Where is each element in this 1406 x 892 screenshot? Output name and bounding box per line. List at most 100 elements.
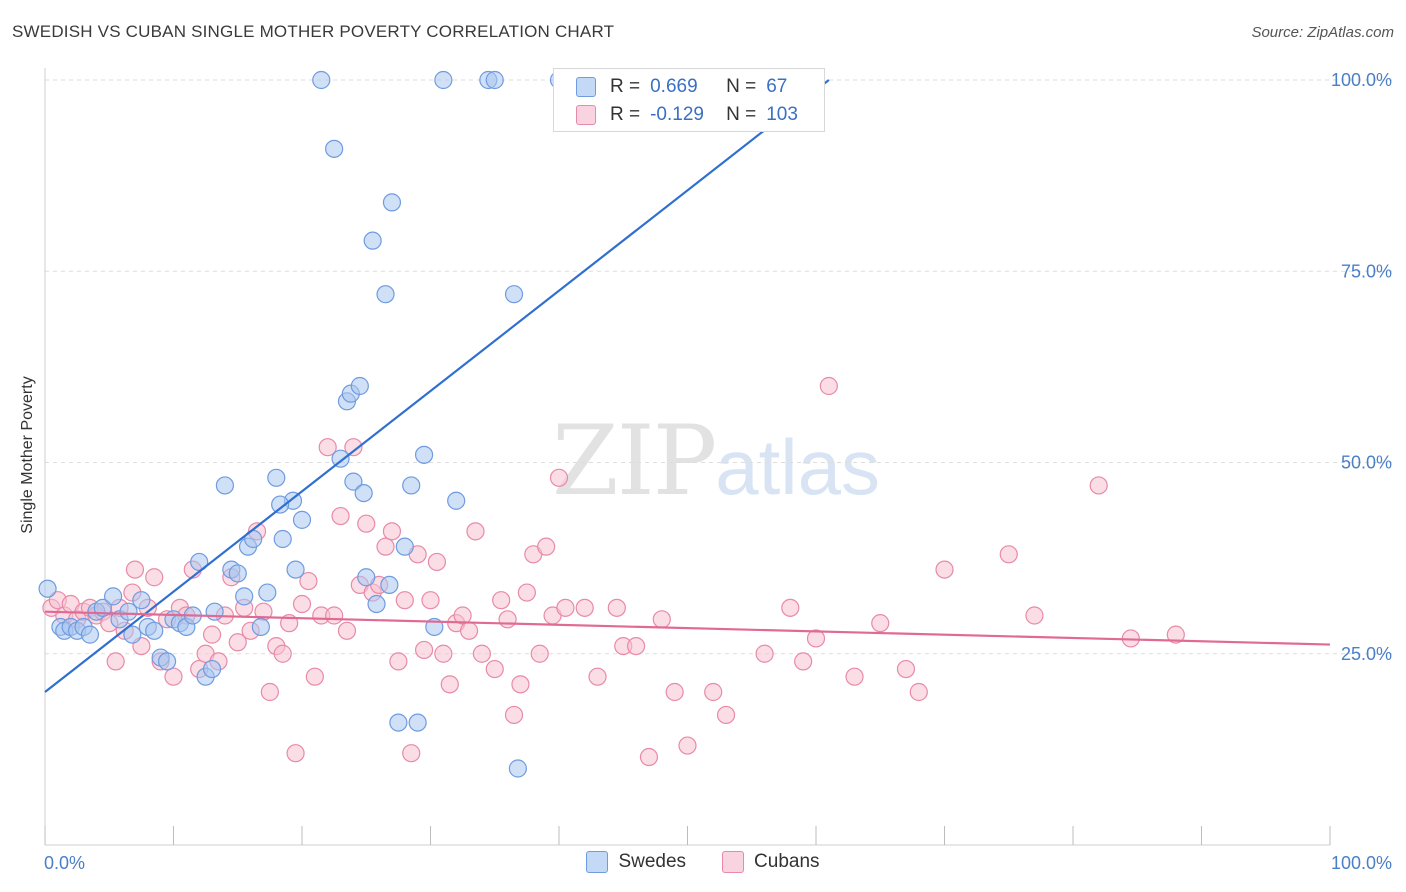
data-point xyxy=(466,522,485,541)
data-point xyxy=(292,510,312,529)
data-point xyxy=(337,621,357,640)
data-point xyxy=(292,594,312,614)
data-point xyxy=(508,759,527,778)
data-point xyxy=(228,633,247,652)
trend-line xyxy=(44,79,830,693)
legend-r-value: 0.669 xyxy=(650,76,698,97)
legend-swatch-swedes xyxy=(576,77,596,97)
data-point xyxy=(215,476,234,495)
data-point xyxy=(575,598,594,617)
tick-labels: 25.0% 50.0% 75.0% 100.0% 0.0% 100.0% xyxy=(44,70,1392,873)
correlation-legend: R = 0.669 N = 67 R = -0.129 N = 103 xyxy=(553,68,825,132)
data-point xyxy=(251,617,270,637)
data-point xyxy=(678,736,697,755)
data-point xyxy=(267,468,286,487)
legend-label-cubans: Cubans xyxy=(754,851,820,872)
data-point xyxy=(260,682,279,702)
swedes-swatch xyxy=(586,851,609,873)
data-point xyxy=(517,583,536,602)
legend-label-swedes: Swedes xyxy=(618,851,687,872)
data-point xyxy=(125,560,145,579)
data-point xyxy=(38,579,57,598)
data-point xyxy=(408,713,427,732)
data-point xyxy=(145,621,164,640)
data-point xyxy=(273,644,292,663)
legend-r-label: R = xyxy=(610,104,641,125)
data-point xyxy=(935,560,954,579)
data-point xyxy=(440,675,459,694)
data-point xyxy=(123,625,142,644)
data-point xyxy=(344,438,363,457)
data-point xyxy=(157,652,177,671)
data-point xyxy=(781,598,800,617)
data-point xyxy=(819,376,838,396)
data-point xyxy=(395,591,414,610)
data-point xyxy=(485,70,504,90)
data-point xyxy=(382,522,402,541)
data-point xyxy=(530,644,549,663)
data-point xyxy=(434,70,453,90)
data-point xyxy=(755,644,774,663)
y-tick-label: 75.0% xyxy=(1341,261,1392,281)
data-point xyxy=(414,640,434,660)
data-point xyxy=(376,537,395,556)
data-point xyxy=(639,747,659,767)
data-point xyxy=(665,682,684,702)
data-point xyxy=(896,659,916,679)
legend-item-swedes[interactable]: Swedes xyxy=(586,851,686,873)
data-point xyxy=(421,591,440,610)
y-tick-label: 25.0% xyxy=(1341,644,1392,664)
data-point xyxy=(498,610,517,629)
legend-swatch-cubans xyxy=(576,105,596,125)
data-point xyxy=(607,598,626,617)
data-point xyxy=(485,659,504,679)
data-point xyxy=(325,139,344,158)
data-point xyxy=(472,644,491,663)
data-point xyxy=(453,606,472,625)
legend-n-label: N = xyxy=(726,76,757,97)
data-point xyxy=(402,744,421,763)
data-point xyxy=(389,652,408,671)
source-credit[interactable]: Source: ZipAtlas.com xyxy=(1251,24,1394,41)
data-point xyxy=(367,594,386,614)
legend-item-cubans[interactable]: Cubans xyxy=(722,851,820,873)
cubans-points xyxy=(42,376,1185,767)
data-point xyxy=(556,598,575,617)
data-point xyxy=(395,537,414,556)
data-point xyxy=(228,564,247,583)
data-point xyxy=(286,744,305,763)
data-point xyxy=(1025,606,1044,625)
data-point xyxy=(871,614,890,633)
data-point xyxy=(350,376,369,396)
x-tick-label: 100.0% xyxy=(1331,853,1392,873)
data-point xyxy=(806,629,826,648)
data-point xyxy=(389,713,408,732)
data-point xyxy=(549,468,569,487)
data-point xyxy=(363,231,382,250)
data-point xyxy=(845,667,864,686)
data-point xyxy=(376,285,395,304)
legend-n-value: 67 xyxy=(766,76,788,97)
data-point xyxy=(286,560,305,579)
data-point xyxy=(511,675,530,694)
data-point xyxy=(325,606,344,625)
data-point xyxy=(588,667,607,686)
data-point xyxy=(202,659,222,679)
data-point xyxy=(235,587,254,606)
data-point xyxy=(1089,476,1108,495)
data-point xyxy=(447,491,466,510)
data-point xyxy=(459,621,479,640)
data-point xyxy=(344,472,363,491)
data-point xyxy=(104,587,123,606)
data-point xyxy=(652,610,671,629)
data-point xyxy=(145,568,164,587)
data-point xyxy=(205,602,224,621)
data-point xyxy=(504,285,524,304)
data-point xyxy=(999,545,1018,564)
trend-lines xyxy=(44,79,1331,693)
data-point xyxy=(312,70,331,90)
y-tick-label: 50.0% xyxy=(1341,453,1392,473)
chart-title: SWEDISH VS CUBAN SINGLE MOTHER POVERTY C… xyxy=(12,22,615,41)
legend-r-label: R = xyxy=(610,76,641,97)
